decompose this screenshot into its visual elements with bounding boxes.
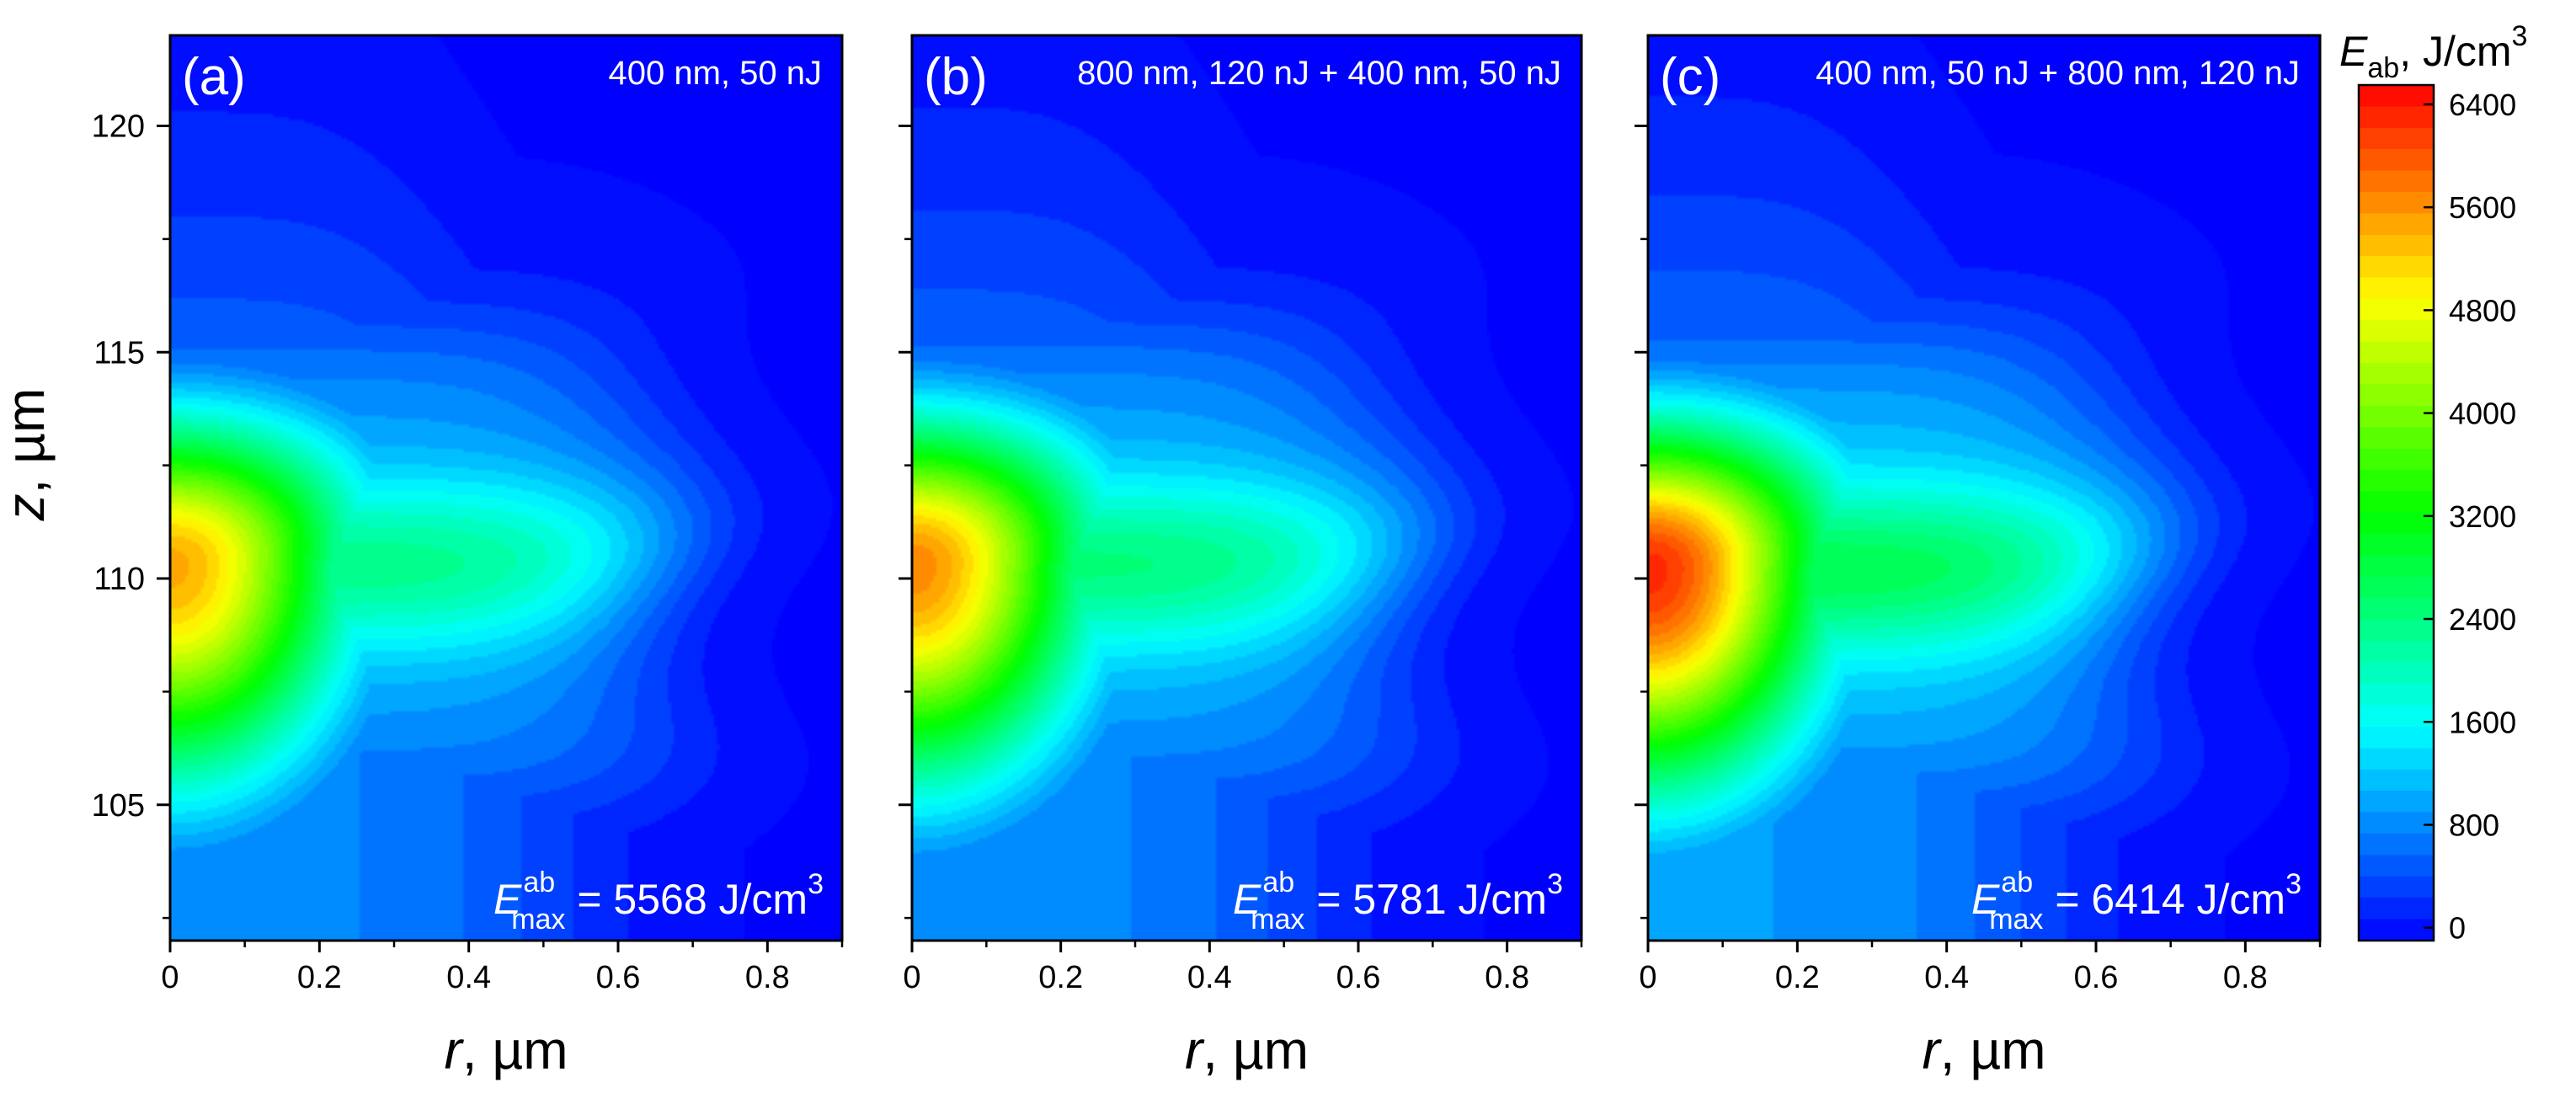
emax-annotation: Eab max = 6414 J/cm3 xyxy=(1971,866,2301,936)
x-tick-label: 0.6 xyxy=(596,960,641,995)
plot-frame xyxy=(910,34,1583,942)
plot-frame xyxy=(168,34,844,942)
colorbar-gradient xyxy=(2359,85,2434,941)
x-tick-label: 0.4 xyxy=(1187,960,1232,995)
x-tick-label: 0.8 xyxy=(745,960,790,995)
condition-label: 400 nm, 50 nJ + 800 nm, 120 nJ xyxy=(1816,55,2300,92)
x-axis-label: r, µm xyxy=(444,1020,568,1080)
panel-label: (a) xyxy=(182,48,246,106)
panel-label: (c) xyxy=(1660,48,1720,106)
colorbar-frame xyxy=(2357,83,2435,942)
heatmap-image xyxy=(912,35,1581,941)
x-tick-label: 0.6 xyxy=(1336,960,1381,995)
plot-frame xyxy=(1646,34,2322,942)
heatmap-image xyxy=(170,35,842,941)
panel-2: 0 0.2 0.4 0.6 0.8 r, µm (b) 800 nm, 120 nJ + 40… xyxy=(899,34,1583,1080)
colorbar-title: Eab, J/cm3 xyxy=(2339,20,2527,84)
colorbar-tick-label: 6400 xyxy=(2449,88,2516,122)
x-tick-label: 0.2 xyxy=(1038,960,1083,995)
x-tick-label: 0.2 xyxy=(1775,960,1820,995)
heatmap-image xyxy=(1648,35,2320,941)
emax-annotation: Eab max = 5781 J/cm3 xyxy=(1233,866,1563,936)
x-axis-label: r, µm xyxy=(1922,1020,2045,1080)
x-tick-label: 0 xyxy=(161,960,179,995)
x-tick-label: 0.4 xyxy=(1924,960,1969,995)
y-tick-label: 105 xyxy=(92,788,145,824)
x-tick-label: 0 xyxy=(903,960,920,995)
x-axis-label: r, µm xyxy=(1185,1020,1309,1080)
x-tick-label: 0.8 xyxy=(2223,960,2268,995)
x-tick-label: 0.8 xyxy=(1485,960,1529,995)
condition-label: 400 nm, 50 nJ xyxy=(609,55,823,92)
y-axis-label: z, µm xyxy=(0,388,56,522)
colorbar-tick-label: 1600 xyxy=(2449,705,2516,739)
colorbar-tick-label: 3200 xyxy=(2449,499,2516,534)
colorbar-tick-label: 4800 xyxy=(2449,293,2516,328)
colorbar-tick-label: 800 xyxy=(2449,808,2499,842)
x-tick-label: 0.4 xyxy=(446,960,491,995)
y-tick-label: 115 xyxy=(93,335,145,371)
panel-3: 0 0.2 0.4 0.6 0.8 r, µm (c) 400 nm, 50 nJ + 800… xyxy=(1635,34,2322,1080)
panel-1: 0 0.2 0.4 0.6 0.8 105 110 115 120 r, µm z, µm (a) 40… xyxy=(0,34,844,1080)
panels: 0 0.2 0.4 0.6 0.8 105 110 115 120 r, µm z, µm (a) 40… xyxy=(0,34,2322,1080)
colorbar-tick-label: 5600 xyxy=(2449,190,2516,225)
x-tick-label: 0.2 xyxy=(297,960,342,995)
colorbar: 0 800 1600 2400 3200 4000 4800 5600 6400 Eab, J/c… xyxy=(2339,20,2527,946)
colorbar-tick-label: 2400 xyxy=(2449,602,2516,637)
y-tick-label: 110 xyxy=(93,562,145,597)
y-tick-label: 120 xyxy=(92,109,145,145)
x-tick-label: 0.6 xyxy=(2074,960,2119,995)
emax-annotation: Eab max = 5568 J/cm3 xyxy=(493,866,824,936)
x-tick-label: 0 xyxy=(1639,960,1656,995)
colorbar-tick-label: 4000 xyxy=(2449,397,2516,431)
condition-label: 800 nm, 120 nJ + 400 nm, 50 nJ xyxy=(1077,55,1561,92)
colorbar-tick-label: 0 xyxy=(2449,911,2466,946)
panel-label: (b) xyxy=(924,48,988,106)
